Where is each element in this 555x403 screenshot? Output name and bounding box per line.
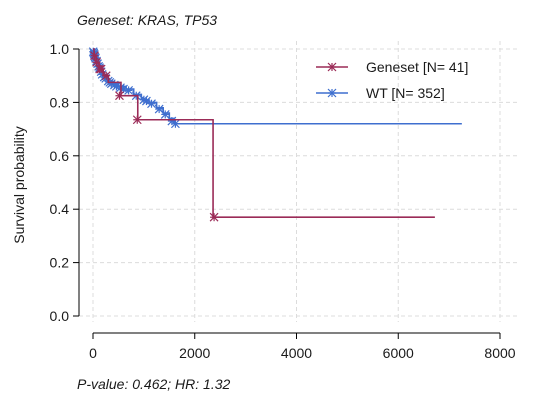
x-tick-label: 0 [89,345,97,361]
censor-stroke [111,81,121,91]
censor-mark [124,85,134,95]
censor-stroke [209,212,219,222]
grid [79,41,517,322]
axes: 0.0 0.2 0.4 0.6 0.8 1.0 0 2000 4000 6000 8000 [50,41,516,361]
censor-stroke [106,79,116,89]
series-geneset [90,48,435,222]
y-tick-label: 0.0 [50,308,70,324]
chart-title: Geneset: KRAS, TP53 [77,12,217,28]
censor-mark [147,99,156,109]
censor-stroke [327,62,337,72]
x-tick-label: 6000 [383,345,414,361]
chart-footer: P-value: 0.462; HR: 1.32 [77,376,231,392]
censor-stroke [132,115,142,125]
x-tick-label: 2000 [179,345,210,361]
legend-item: Geneset [N= 41] [316,59,468,75]
censor-stroke [92,57,101,67]
censor-stroke [101,71,111,81]
y-tick-label: 1.0 [50,41,70,57]
censor-stroke [124,85,134,95]
legend-label: WT [N= 352] [366,85,445,101]
censor-stroke [170,119,180,129]
censor-stroke [115,91,124,101]
censor-mark [170,119,180,129]
censor-mark [96,64,106,74]
censor-stroke [90,51,99,61]
legend: Geneset [N= 41] WT [N= 352] [316,59,468,101]
censor-stroke [96,64,106,74]
censor-stroke [141,96,151,106]
censor-mark [209,212,219,222]
y-tick-label: 0.6 [50,148,70,164]
censor-mark [101,71,111,81]
censor-stroke [160,109,170,119]
legend-swatch-marker [327,88,337,98]
censor-mark [132,115,142,125]
censor-mark [90,51,99,61]
x-tick-label: 4000 [281,345,312,361]
legend-swatch-marker [327,62,337,72]
x-tick-label: 8000 [484,345,515,361]
censor-stroke [167,116,177,126]
censor-stroke [139,95,149,105]
censor-mark [92,57,101,67]
censor-stroke [154,104,164,114]
censor-stroke [147,99,156,109]
y-axis-label: Survival probability [11,126,27,244]
censor-stroke [327,88,337,98]
y-tick-label: 0.2 [50,255,70,271]
censor-mark [115,91,124,101]
y-tick-label: 0.4 [50,201,70,217]
legend-item: WT [N= 352] [316,85,445,101]
y-tick-label: 0.8 [50,94,70,110]
series-layer [88,47,462,222]
legend-label: Geneset [N= 41] [366,59,468,75]
